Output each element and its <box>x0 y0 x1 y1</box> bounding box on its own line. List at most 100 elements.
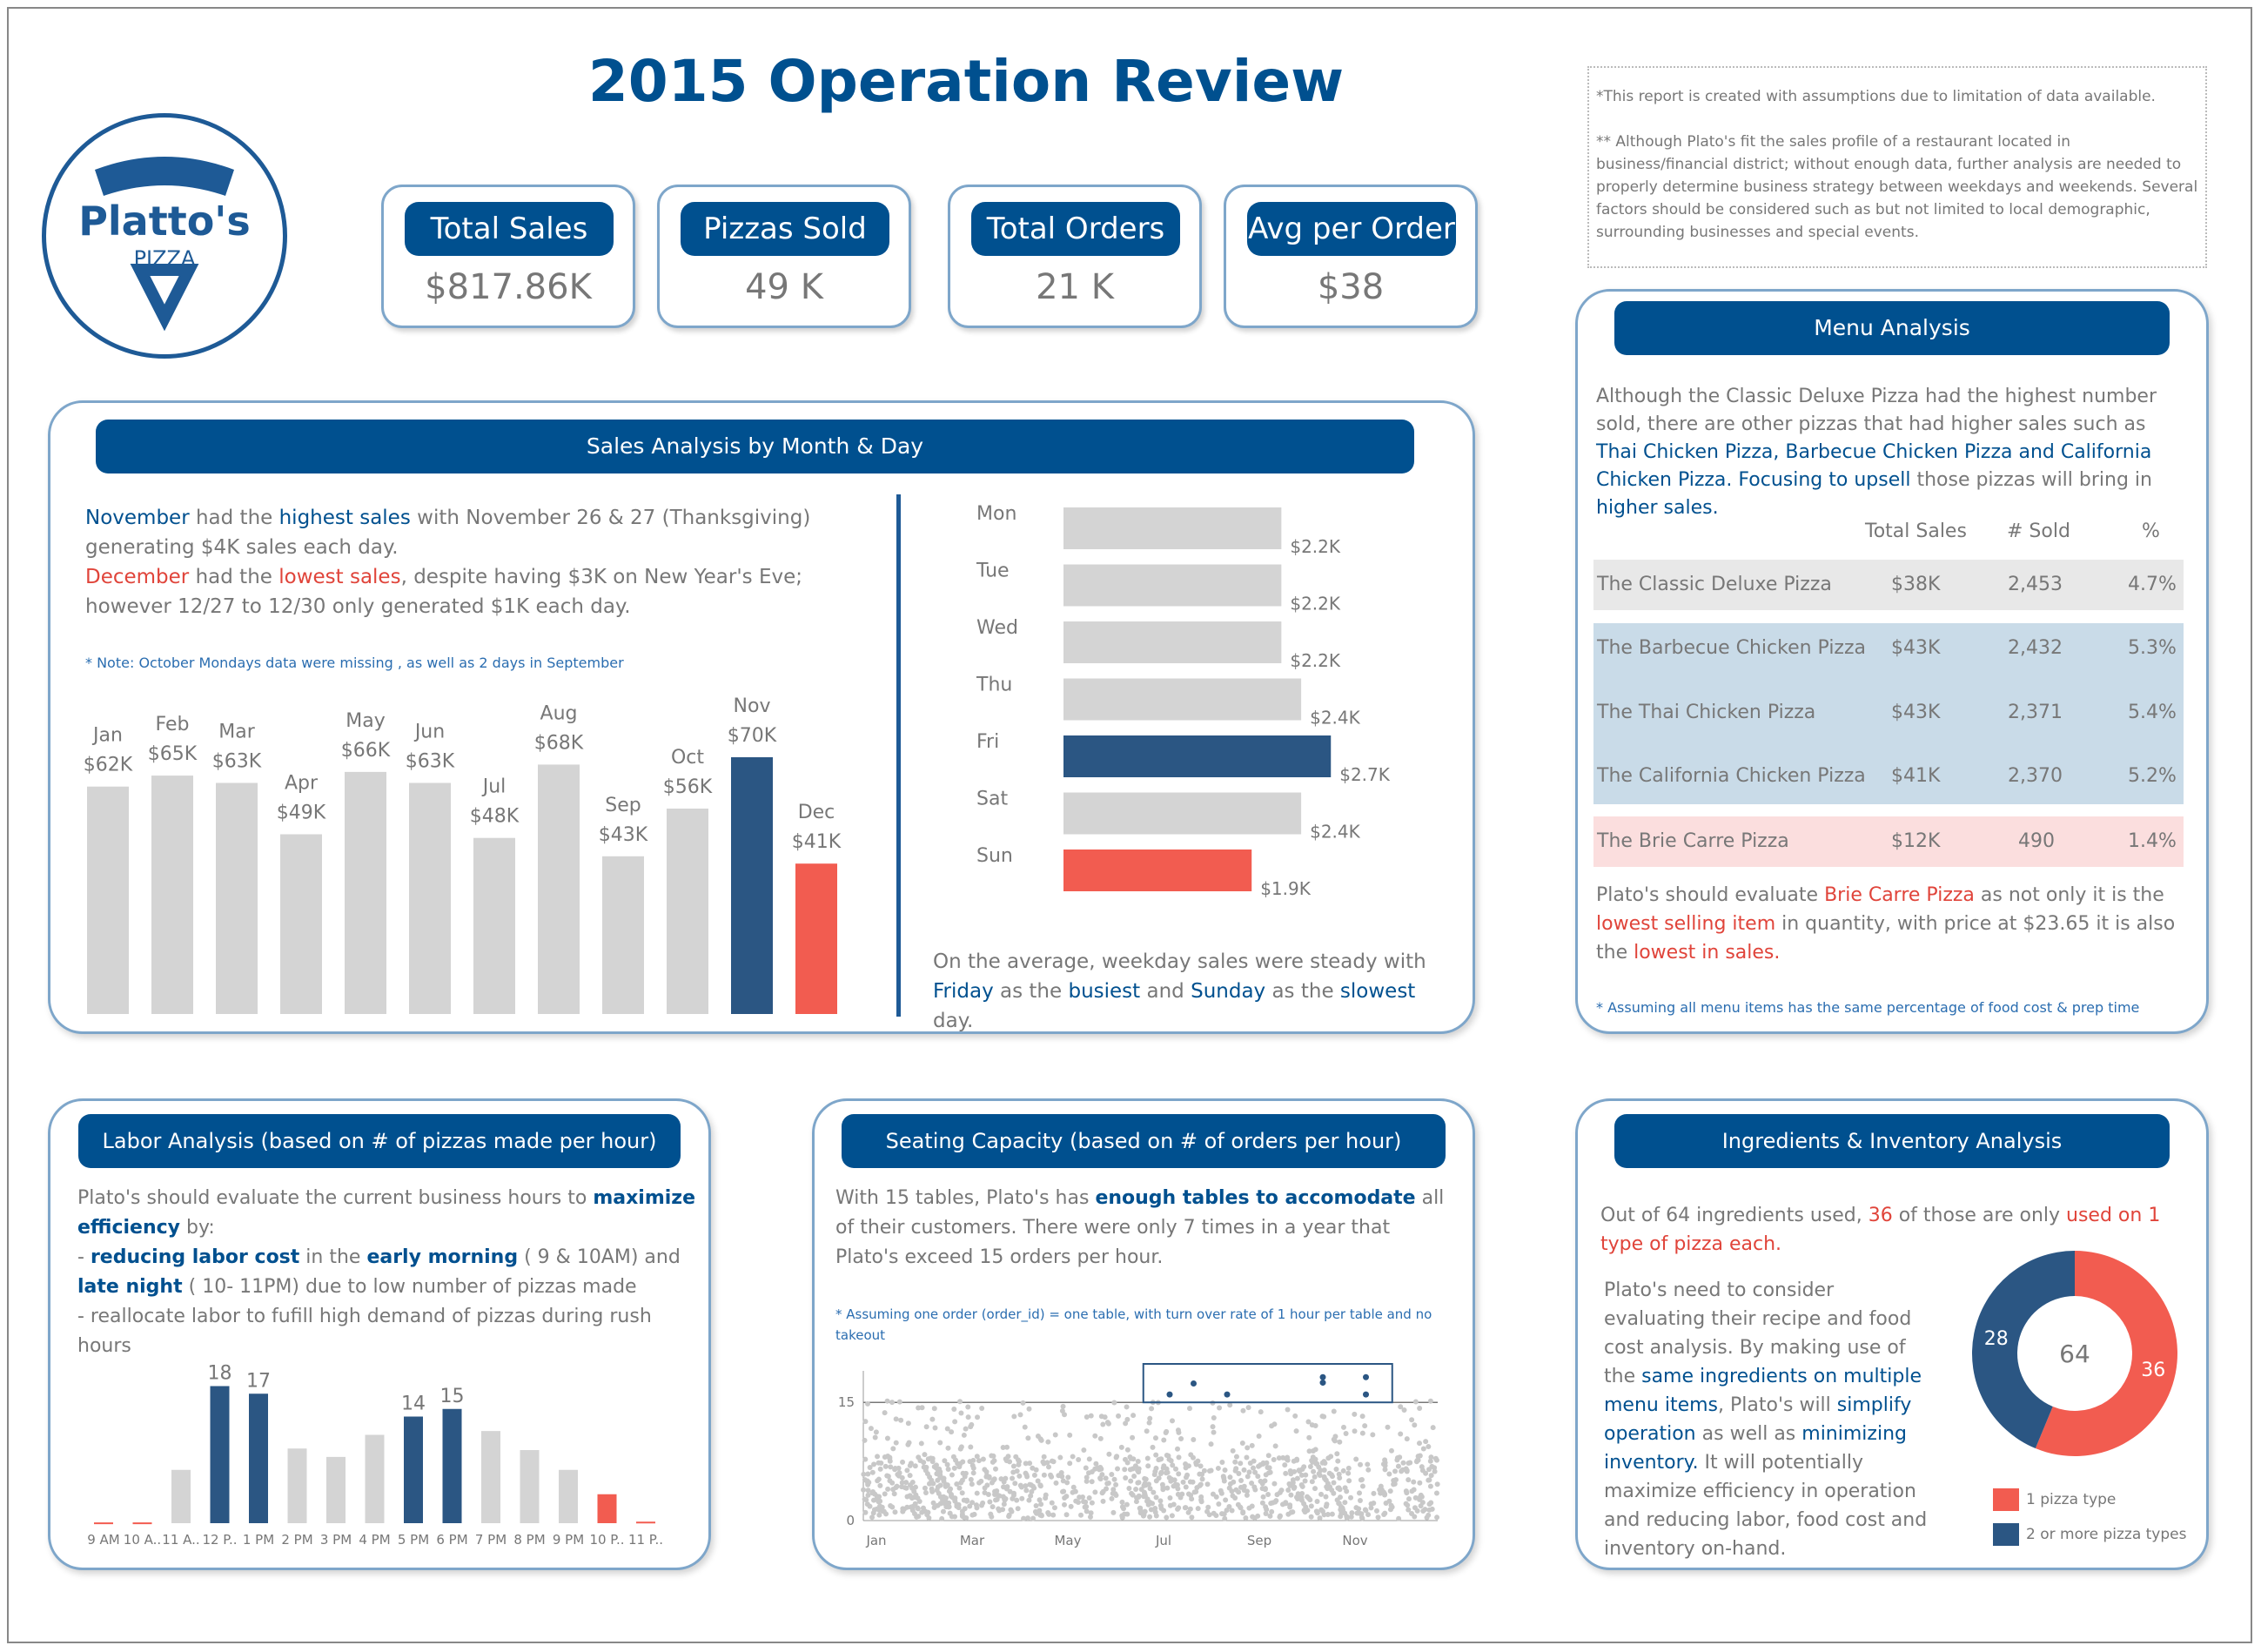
order-dot <box>1404 1468 1410 1474</box>
order-dot <box>1332 1438 1338 1444</box>
text-run: those pizzas will bring in <box>1910 469 2152 491</box>
order-dot <box>1303 1472 1309 1478</box>
order-dot <box>1387 1507 1393 1513</box>
order-dot <box>1211 1415 1217 1421</box>
order-dot <box>1420 1446 1426 1452</box>
order-dot <box>1353 1456 1359 1462</box>
order-dot <box>1176 1505 1182 1511</box>
order-dot <box>1349 1510 1355 1516</box>
order-dot <box>1433 1490 1439 1496</box>
order-dot <box>1023 1461 1029 1467</box>
order-dot <box>949 1514 955 1520</box>
order-dot <box>883 1511 889 1517</box>
pizza-name: The Classic Deluxe Pizza <box>1597 574 1832 595</box>
order-dot <box>893 1416 899 1422</box>
order-dot <box>1230 1447 1236 1454</box>
order-dot <box>975 1414 981 1420</box>
order-dot <box>1272 1443 1278 1449</box>
order-dot <box>1227 1474 1233 1481</box>
kpi-label: Pizzas Sold <box>681 202 889 256</box>
kpi-label: Avg per Order <box>1247 202 1456 256</box>
highest-sales-highlight: highest sales <box>278 507 411 529</box>
order-dot <box>949 1429 955 1435</box>
order-dot <box>1265 1491 1271 1497</box>
order-dot <box>1359 1414 1365 1420</box>
order-dot <box>990 1459 996 1465</box>
x-tick-label: May <box>1054 1533 1081 1548</box>
order-dot <box>1109 1472 1115 1478</box>
labor-analysis-header: Labor Analysis (based on # of pizzas mad… <box>78 1114 681 1168</box>
order-dot <box>1129 1490 1135 1496</box>
order-dot <box>968 1444 974 1450</box>
text-run: Plato's should evaluate <box>1596 884 1825 906</box>
order-dot <box>1189 1514 1195 1521</box>
order-dot <box>1396 1515 1402 1521</box>
order-dot <box>960 1459 966 1465</box>
order-dot <box>1150 1444 1156 1450</box>
bar-hour <box>636 1521 655 1524</box>
order-dot <box>1309 1479 1315 1485</box>
month-label: Oct <box>671 747 704 769</box>
order-dot <box>1149 1406 1155 1412</box>
order-dot <box>969 1421 975 1427</box>
order-dot <box>1175 1446 1181 1452</box>
order-dot <box>1365 1461 1371 1467</box>
order-dot <box>1052 1432 1058 1438</box>
order-dot <box>1244 1454 1250 1461</box>
order-dot <box>1103 1475 1109 1481</box>
order-dot <box>1068 1503 1074 1509</box>
order-dot <box>1388 1447 1394 1454</box>
slice-label: 28 <box>1984 1328 2009 1350</box>
order-dot <box>909 1503 916 1509</box>
order-dot <box>1331 1408 1337 1414</box>
value-label: $62K <box>84 755 133 776</box>
order-dot <box>1133 1486 1139 1492</box>
order-dot <box>1280 1454 1286 1461</box>
order-dot <box>988 1511 994 1517</box>
order-dot <box>1224 1508 1230 1514</box>
order-dot <box>1198 1494 1204 1500</box>
order-dot <box>956 1464 963 1470</box>
order-dot <box>1157 1498 1164 1504</box>
order-dot <box>971 1511 977 1517</box>
order-dot <box>931 1406 937 1412</box>
order-dot <box>1328 1454 1334 1460</box>
order-dot <box>1264 1460 1270 1466</box>
order-dot <box>905 1420 911 1427</box>
x-tick-label: Jan <box>865 1533 886 1548</box>
order-dot <box>1084 1478 1090 1484</box>
month-label: Dec <box>798 802 835 823</box>
order-dot <box>991 1476 997 1482</box>
order-dot <box>1229 1488 1235 1494</box>
order-dot <box>863 1497 869 1503</box>
hour-label: 10 P.. <box>589 1532 624 1548</box>
order-dot <box>871 1461 877 1467</box>
order-dot <box>994 1487 1000 1494</box>
order-dot <box>1070 1454 1076 1460</box>
order-dot <box>1266 1470 1272 1476</box>
order-dot <box>1037 1482 1043 1488</box>
order-dot <box>1414 1508 1420 1514</box>
order-dot <box>868 1426 874 1432</box>
order-dot <box>980 1500 986 1506</box>
kpi-label: Total Sales <box>405 202 614 256</box>
x-tick-label: Mar <box>960 1533 985 1548</box>
order-dot <box>1427 1458 1433 1464</box>
order-dot <box>885 1486 891 1492</box>
ingredients-panel <box>1575 1098 2209 1570</box>
order-dot <box>1086 1494 1092 1501</box>
order-dot <box>982 1485 988 1491</box>
order-dot <box>1277 1513 1283 1519</box>
order-dot <box>1251 1484 1258 1490</box>
order-dot <box>1302 1509 1308 1515</box>
bar-dec <box>795 863 837 1014</box>
order-dot <box>951 1406 957 1412</box>
order-dot <box>1115 1466 1121 1472</box>
order-dot <box>1382 1467 1388 1473</box>
order-dot <box>1168 1458 1174 1464</box>
labor-text: Plato's should evaluate the current busi… <box>77 1184 704 1361</box>
order-dot <box>952 1419 958 1425</box>
value-label: $2.2K <box>1290 594 1341 614</box>
order-dot <box>1161 1437 1167 1443</box>
order-dot <box>862 1437 868 1443</box>
